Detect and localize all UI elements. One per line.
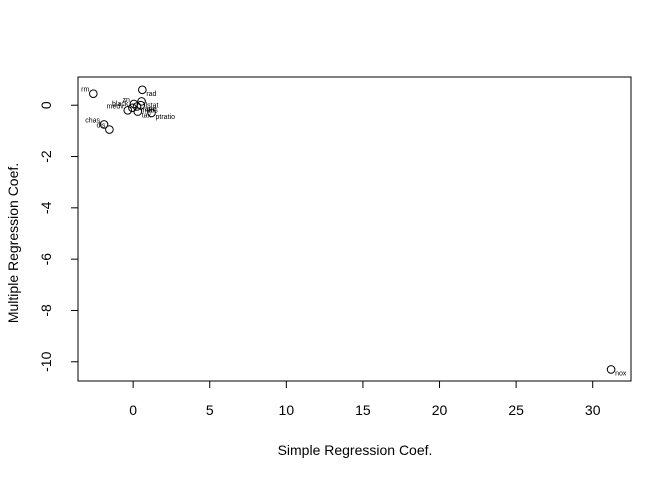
x-tick-label: 10 xyxy=(279,402,295,418)
y-tick-label: -2 xyxy=(38,150,54,163)
y-axis: 0 -2 -4 -6 -8 -10 xyxy=(38,101,79,372)
x-tick-label: 25 xyxy=(508,402,524,418)
point-lstat xyxy=(137,97,146,106)
y-tick-label: -6 xyxy=(38,253,54,266)
point-label-rad: rad xyxy=(146,91,156,98)
point-nox xyxy=(606,365,616,374)
x-tick-label: 5 xyxy=(206,402,214,418)
y-tick-label: -4 xyxy=(38,201,54,214)
y-axis-title: Multiple Regression Coef. xyxy=(5,163,21,323)
point-label-ptratio: ptratio xyxy=(156,114,176,121)
point-dis xyxy=(105,125,114,134)
y-tick-label: -10 xyxy=(38,351,54,371)
point-label-medv: medv xyxy=(107,103,125,110)
point-label-black: black xyxy=(112,101,129,108)
point-chas xyxy=(99,120,109,129)
x-tick-label: 0 xyxy=(129,402,137,418)
point-medv xyxy=(123,106,133,115)
point-label-dis: dis xyxy=(96,123,105,130)
y-tick-label: 0 xyxy=(38,101,54,109)
y-tick-label: -8 xyxy=(38,304,54,317)
point-label-lstat: lstat xyxy=(146,102,159,109)
point-label-zn: zn xyxy=(123,97,131,104)
plot-frame xyxy=(77,76,632,382)
x-tick-label: 20 xyxy=(432,402,448,418)
point-label-chas: chas xyxy=(85,117,100,124)
point-tax xyxy=(133,107,143,116)
point-label-indus: indus xyxy=(141,108,158,115)
x-axis-title: Simple Regression Coef. xyxy=(278,442,433,458)
point-label-tax: tax xyxy=(142,113,152,120)
x-tick-label: 30 xyxy=(585,402,601,418)
point-indus xyxy=(132,102,142,111)
x-tick-label: 15 xyxy=(355,402,371,418)
point-label-age: age xyxy=(145,106,157,113)
point-rm xyxy=(89,89,98,98)
point-rad xyxy=(138,85,147,95)
x-axis: 0 5 10 15 20 25 30 xyxy=(129,380,601,418)
point-label-rm: rm xyxy=(81,87,89,94)
point-zn xyxy=(129,99,139,109)
point-label-nox: nox xyxy=(615,370,627,377)
point-ptratio xyxy=(147,108,156,118)
